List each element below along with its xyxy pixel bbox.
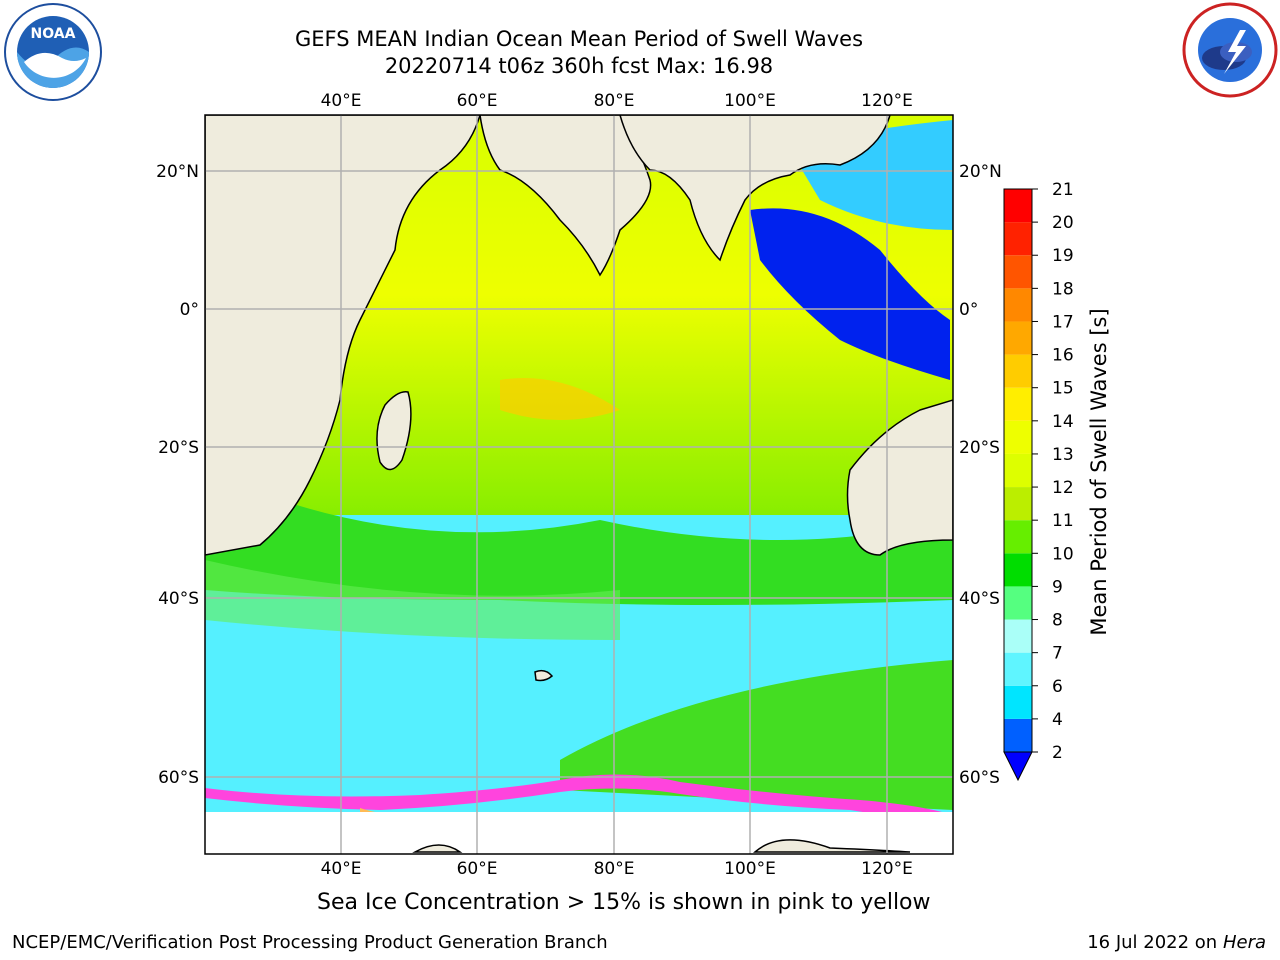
colorbar-segment [1004,520,1032,554]
colorbar-tick-label: 13 [1052,445,1074,465]
lon-top-label: 120°E [861,91,913,111]
colorbar-tick-label: 21 [1052,180,1074,200]
noaa-logo: NOAA [4,3,102,101]
lat-right-label: 40°S [959,589,1000,609]
colorbar-segment [1004,553,1032,587]
land-masses [205,115,953,853]
colorbar-tick-label: 6 [1052,677,1063,697]
colorbar-tick-label: 15 [1052,379,1074,399]
colorbar-segment [1004,718,1032,752]
colorbar-tick-label: 4 [1052,710,1063,730]
maritime-continent-field [750,208,950,380]
lat-left-label: 20°S [158,438,199,458]
colorbar-segment [1004,288,1032,322]
lat-left-label: 40°S [158,589,199,609]
colorbar-segment [1004,189,1032,223]
lat-labels: 20°N 0° 20°S 40°S 60°S 20°N 0° 20°S 40°S… [156,162,1002,788]
colorbar-segment [1004,453,1032,488]
colorbar-tick-label: 12 [1052,478,1074,498]
colorbar-segment [1004,652,1032,686]
colorbar-segment [1004,619,1032,653]
map-title: GEFS MEAN Indian Ocean Mean Period of Sw… [294,27,864,51]
colorbar-segment [1004,685,1032,719]
date-stamp: 16 Jul 2022 on Hera [1087,932,1266,953]
lon-bottom-label: 60°E [457,859,498,879]
sea-ice-edge [205,774,953,825]
lon-top-label: 60°E [457,91,498,111]
graticule [205,115,953,854]
sea-ice-note: Sea Ice Concentration > 15% is shown in … [317,890,931,915]
map-subtitle: 20220714 t06z 360h fcst Max: 16.98 [384,54,774,78]
colorbar-tick-label: 8 [1052,611,1063,631]
lon-bottom-label: 100°E [724,859,776,879]
midlatitude-fringe [205,560,620,640]
colorbar-frame [1003,188,1033,753]
lon-bottom-label: 40°E [321,859,362,879]
colorbar-segment [1004,387,1032,421]
colorbar-segment [1004,255,1032,289]
midlatitude-band [205,470,953,605]
arabia-india-land [479,115,652,277]
colorbar-tick-label: 18 [1052,279,1074,299]
credit-text: NCEP/EMC/Verification Post Processing Pr… [12,932,608,953]
lon-bottom-label: 80°E [594,859,635,879]
lon-top-label: 80°E [594,91,635,111]
lat-right-label: 0° [959,300,978,320]
africa-arabia-land [205,115,481,556]
lat-left-label: 0° [180,300,199,320]
southern-swell-band [560,660,953,810]
lat-left-label: 60°S [158,768,199,788]
colorbar-tick-label: 14 [1052,412,1074,432]
colorbar-tick-label: 7 [1052,644,1063,664]
lat-right-label: 20°S [959,438,1000,458]
southeast-asia-land [619,115,891,262]
kerguelen-land [534,669,554,682]
colorbar-segment [1004,222,1032,256]
antarctica-land-east [753,839,911,853]
antarctica-land-west [412,844,463,853]
lon-labels: 40°E 60°E 80°E 100°E 120°E 40°E 60°E 80°… [321,91,913,879]
colorbar-segment [1004,487,1032,521]
lat-right-label: 20°N [959,162,1002,182]
lon-top-label: 100°E [724,91,776,111]
colorbar-label: Mean Period of Swell Waves [s] [1087,308,1111,635]
colorbar-tick-label: 20 [1052,213,1074,233]
lat-left-label: 20°N [156,162,199,182]
lon-top-label: 40°E [321,91,362,111]
colorbar-segment [1004,586,1032,620]
madagascar-land [376,391,412,471]
lat-right-label: 60°S [959,768,1000,788]
lon-bottom-label: 120°E [861,859,913,879]
swell-field [205,115,953,854]
colorbar-segment [1004,321,1032,355]
host-name: Hera [1222,932,1266,953]
colorbar-segment [1004,420,1032,454]
colorbar-tick-label: 16 [1052,346,1074,366]
noaa-wordmark: NOAA [31,26,76,42]
colorbar-tick-label: 11 [1052,511,1074,531]
colorbar-tick-label: 19 [1052,246,1074,266]
colorbar-tick-label: 2 [1052,743,1063,763]
colorbar-tick-label: 9 [1052,577,1063,597]
colorbar: 2 4 6 7 8 9 10 11 12 13 14 15 16 17 18 19 20 21 [1003,180,1074,782]
date-text: 16 Jul 2022 on [1087,932,1223,953]
colorbar-segment [1004,354,1032,388]
map-frame [204,114,954,855]
colorbar-tick-label: 10 [1052,544,1074,564]
long-period-patch [500,378,620,420]
nws-logo [1182,2,1278,98]
colorbar-extend-arrow [1003,751,1033,782]
colorbar-tick-label: 17 [1052,312,1074,332]
